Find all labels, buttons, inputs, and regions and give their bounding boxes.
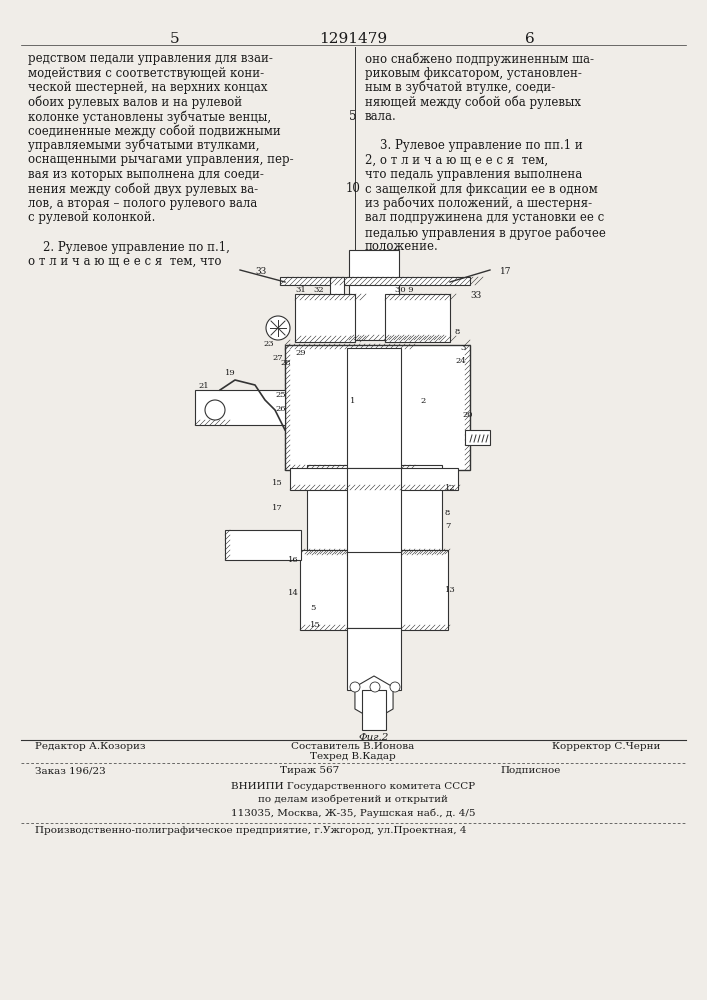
Text: что педаль управления выполнена: что педаль управления выполнена (365, 168, 583, 181)
Text: 32: 32 (313, 286, 324, 294)
Bar (347, 468, 401, 553)
Text: Подписное: Подписное (500, 766, 561, 775)
Circle shape (205, 400, 225, 420)
Text: 2. Рулевое управление по п.1,: 2. Рулевое управление по п.1, (28, 240, 230, 253)
Bar (347, 552, 401, 628)
Text: лов, а вторая – полого рулевого вала: лов, а вторая – полого рулевого вала (28, 197, 257, 210)
Text: редством педали управления для взаи-: редством педали управления для взаи- (28, 52, 273, 65)
Text: вала.: вала. (365, 110, 397, 123)
Text: 5: 5 (349, 110, 357, 123)
Text: 27: 27 (272, 354, 283, 362)
Text: 1291479: 1291479 (319, 32, 387, 46)
Text: 28: 28 (280, 359, 291, 367)
Text: 19: 19 (225, 369, 235, 377)
Text: 23: 23 (263, 340, 274, 348)
Polygon shape (355, 676, 393, 720)
Text: по делам изобретений и открытий: по делам изобретений и открытий (258, 795, 448, 804)
Bar (465, 430, 490, 445)
Text: с защелкой для фиксации ее в одном: с защелкой для фиксации ее в одном (365, 182, 597, 196)
Text: 17: 17 (272, 504, 283, 512)
Text: 2: 2 (420, 397, 425, 405)
Bar (385, 294, 450, 342)
Circle shape (370, 682, 380, 692)
Text: ВНИИПИ Государственного комитета СССР: ВНИИПИ Государственного комитета СССР (231, 782, 475, 791)
Text: 33: 33 (255, 267, 267, 276)
Text: Корректор С.Черни: Корректор С.Черни (551, 742, 660, 751)
Text: педалью управления в другое рабочее: педалью управления в другое рабочее (365, 226, 606, 239)
Text: 113035, Москва, Ж-35, Раушская наб., д. 4/5: 113035, Москва, Ж-35, Раушская наб., д. … (230, 808, 475, 818)
Text: Производственно-полиграфическое предприятие, г.Ужгород, ул.Проектная, 4: Производственно-полиграфическое предприя… (35, 826, 467, 835)
Bar (280, 277, 470, 285)
Text: 17: 17 (500, 267, 511, 276)
Text: вая из которых выполнена для соеди-: вая из которых выполнена для соеди- (28, 168, 264, 181)
Text: 3. Рулевое управление по пп.1 и: 3. Рулевое управление по пп.1 и (365, 139, 583, 152)
Text: 8: 8 (445, 509, 450, 517)
Text: риковым фиксатором, установлен-: риковым фиксатором, установлен- (365, 66, 582, 80)
Bar (295, 294, 355, 342)
Bar (362, 690, 386, 730)
Text: 12: 12 (445, 484, 455, 492)
Text: 25: 25 (275, 391, 286, 399)
Text: соединенные между собой подвижными: соединенные между собой подвижными (28, 124, 281, 138)
Text: 3: 3 (460, 344, 465, 352)
Bar (300, 550, 448, 630)
Text: колонке установлены зубчатые венцы,: колонке установлены зубчатые венцы, (28, 110, 271, 123)
Bar (347, 348, 401, 468)
Text: 30 9: 30 9 (395, 286, 414, 294)
Text: модействия с соответствующей кони-: модействия с соответствующей кони- (28, 66, 264, 80)
Text: ческой шестерней, на верхних концах: ческой шестерней, на верхних концах (28, 81, 267, 94)
Text: Редактор А.Козориз: Редактор А.Козориз (35, 742, 146, 751)
Circle shape (350, 682, 360, 692)
Text: Фиг.2: Фиг.2 (359, 733, 389, 742)
Text: няющей между собой оба рулевых: няющей между собой оба рулевых (365, 96, 581, 109)
Text: Составитель В.Ионова
Техред В.Кадар: Составитель В.Ионова Техред В.Кадар (291, 742, 414, 761)
Text: управляемыми зубчатыми втулками,: управляемыми зубчатыми втулками, (28, 139, 259, 152)
Text: 13: 13 (445, 586, 456, 594)
Bar (195, 390, 285, 425)
Circle shape (390, 682, 400, 692)
Text: Заказ 196/23: Заказ 196/23 (35, 766, 106, 775)
Text: оно снабжено подпружиненным ша-: оно снабжено подпружиненным ша- (365, 52, 594, 66)
Text: 21: 21 (198, 382, 209, 390)
Text: 6: 6 (525, 32, 535, 46)
Text: из рабочих положений, а шестерня-: из рабочих положений, а шестерня- (365, 197, 592, 211)
Text: Тираж 567: Тираж 567 (280, 766, 339, 775)
Text: 20: 20 (462, 411, 472, 419)
Text: ным в зубчатой втулке, соеди-: ным в зубчатой втулке, соеди- (365, 81, 555, 95)
Text: вал подпружинена для установки ее с: вал подпружинена для установки ее с (365, 212, 604, 225)
Text: обоих рулевых валов и на рулевой: обоих рулевых валов и на рулевой (28, 96, 242, 109)
Bar (347, 628, 401, 690)
Text: 5: 5 (310, 604, 315, 612)
Text: 16: 16 (288, 556, 298, 564)
Text: 24: 24 (455, 357, 466, 365)
Bar (285, 345, 470, 470)
Bar (290, 468, 458, 490)
Text: 15: 15 (310, 621, 321, 629)
Text: о т л и ч а ю щ е е с я  тем, что: о т л и ч а ю щ е е с я тем, что (28, 255, 221, 268)
Circle shape (266, 316, 290, 340)
Text: 1: 1 (350, 397, 356, 405)
Text: 8: 8 (455, 328, 460, 336)
Text: 2, о т л и ч а ю щ е е с я  тем,: 2, о т л и ч а ю щ е е с я тем, (365, 153, 548, 166)
Text: оснащенными рычагами управления, пер-: оснащенными рычагами управления, пер- (28, 153, 293, 166)
Bar (307, 465, 442, 555)
Text: 7: 7 (445, 522, 450, 530)
Bar (225, 530, 301, 560)
Text: 29: 29 (295, 349, 305, 357)
Text: положение.: положение. (365, 240, 439, 253)
Text: 5: 5 (170, 32, 180, 46)
Text: 14: 14 (288, 589, 299, 597)
Text: 10: 10 (346, 182, 361, 196)
Text: с рулевой колонкой.: с рулевой колонкой. (28, 212, 156, 225)
Text: 31: 31 (295, 286, 305, 294)
Text: 26: 26 (275, 405, 286, 413)
Bar (330, 277, 344, 295)
Text: нения между собой двух рулевых ва-: нения между собой двух рулевых ва- (28, 182, 258, 196)
Bar (349, 250, 399, 340)
Text: 15: 15 (272, 479, 283, 487)
Text: 33: 33 (470, 291, 481, 300)
